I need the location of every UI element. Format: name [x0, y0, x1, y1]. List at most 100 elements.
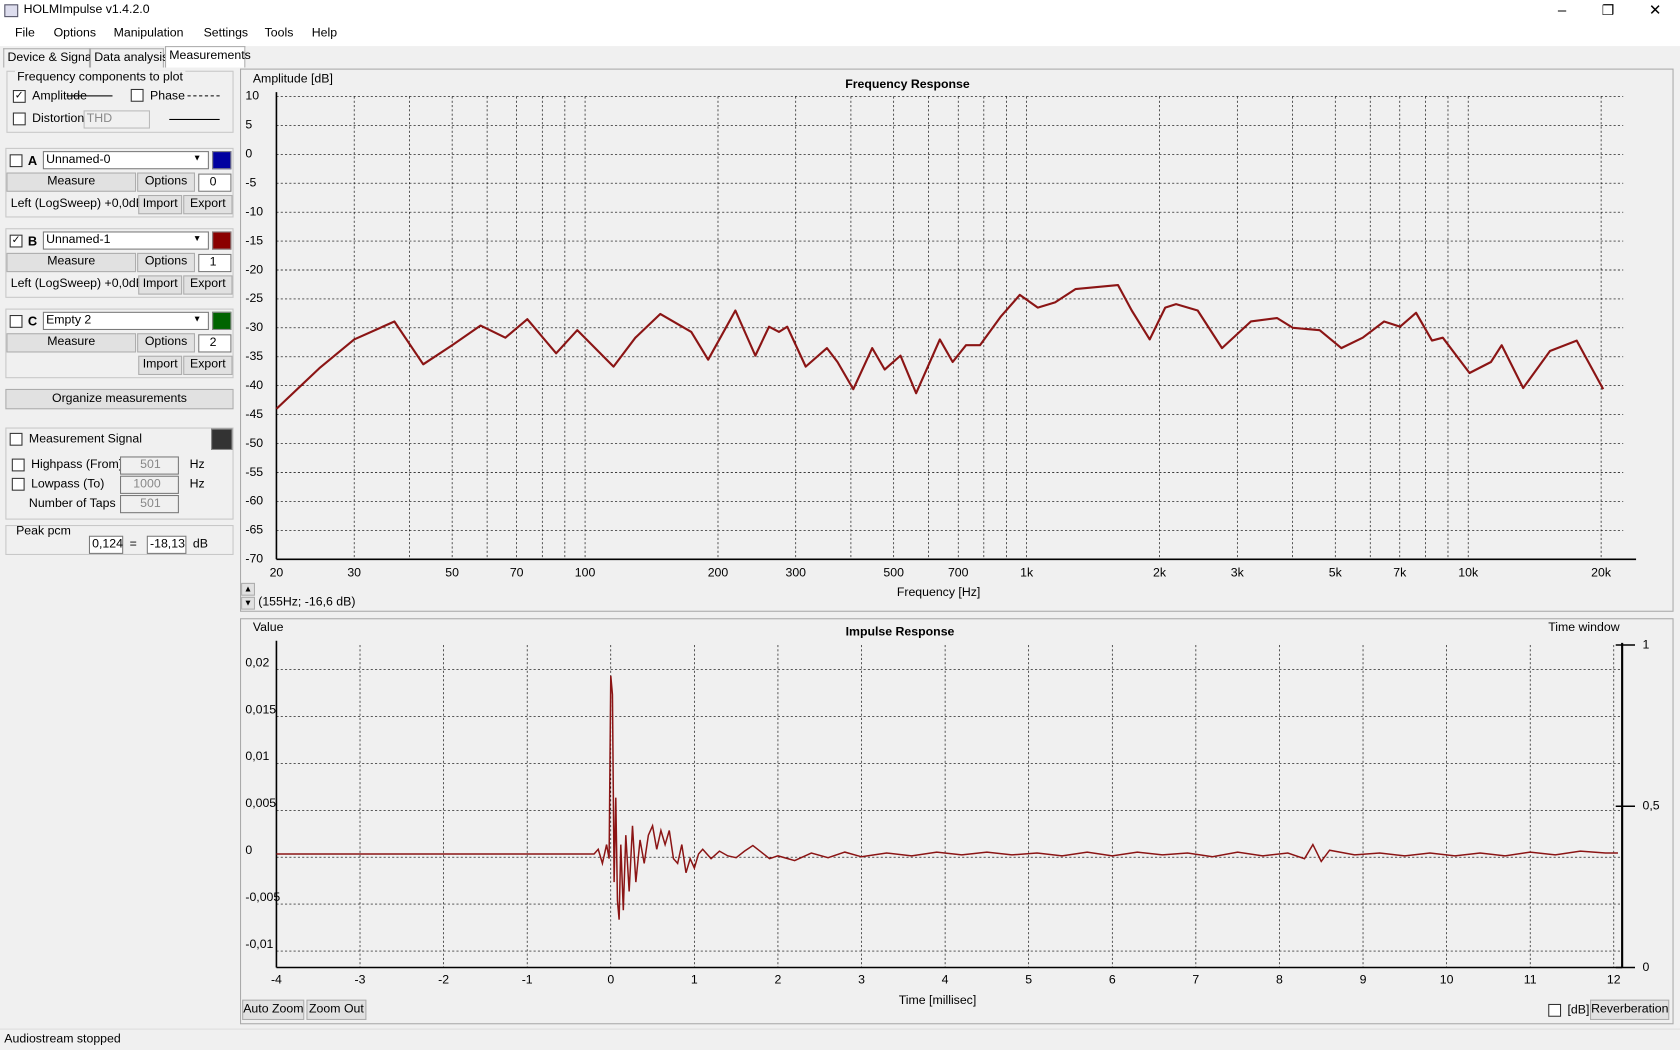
x-tick-label: 3k: [1231, 565, 1245, 579]
measurement-checkbox[interactable]: [9, 154, 23, 168]
unit-label: Hz: [189, 477, 205, 491]
measurement-name[interactable]: Unnamed-0: [42, 151, 209, 170]
y-tick-label: -30: [245, 320, 263, 334]
zoom-out-button[interactable]: Zoom Out: [306, 999, 367, 1021]
y-tick-label: -5: [245, 175, 256, 189]
restore-button[interactable]: ❐: [1601, 2, 1615, 19]
equals: =: [129, 537, 137, 551]
distortion-select[interactable]: THD: [83, 110, 151, 129]
x-tick-label: 700: [948, 565, 969, 579]
y-tick-label: -50: [245, 436, 263, 450]
scroll-up[interactable]: ▲: [241, 582, 256, 596]
y-tick-label: 0,02: [245, 655, 269, 669]
index-spinner[interactable]: 0: [198, 173, 232, 192]
measurement-color[interactable]: [212, 231, 232, 250]
options-button[interactable]: Options: [137, 333, 196, 353]
x-tick-label: 300: [785, 565, 806, 579]
import-button[interactable]: Import: [138, 275, 183, 295]
y-tick-label: -20: [245, 262, 263, 276]
export-button[interactable]: Export: [183, 195, 233, 215]
tab[interactable]: Measurements: [165, 46, 251, 68]
distortion-checkbox[interactable]: [12, 112, 26, 126]
taps-input[interactable]: 501: [120, 495, 179, 514]
measurement-box: [5, 228, 234, 298]
lowpass-input[interactable]: 1000: [120, 475, 179, 494]
y-tick-label: -40: [245, 378, 263, 392]
x-tick-label: 3: [858, 973, 865, 987]
reverberation-button[interactable]: Reverberation: [1590, 999, 1670, 1021]
scroll-down[interactable]: ▼: [241, 596, 256, 610]
measurement-checkbox[interactable]: [9, 315, 23, 328]
measurement-info: Left (LogSweep) +0,0dB: [10, 197, 144, 211]
highpass-checkbox[interactable]: [11, 458, 25, 472]
import-button[interactable]: Import: [138, 355, 183, 376]
menu-item[interactable]: File: [15, 26, 35, 40]
x-tick-label: 50: [445, 565, 459, 579]
minimize-button[interactable]: –: [1557, 1, 1567, 19]
peak-label: Peak pcm: [16, 525, 71, 538]
export-button[interactable]: Export: [183, 355, 233, 376]
measurement-checkbox[interactable]: ✓: [9, 234, 23, 248]
measurement-name[interactable]: Empty 2: [42, 311, 209, 331]
y-tick-label: 0,01: [245, 749, 269, 763]
menu-item[interactable]: Help: [311, 26, 338, 40]
options-button[interactable]: Options: [137, 252, 196, 273]
db-label: [dB]: [1567, 1003, 1590, 1017]
x-axis-label: Frequency [Hz]: [897, 585, 980, 599]
amplitude-checkbox[interactable]: ✓: [12, 90, 26, 103]
highpass-input[interactable]: 501: [120, 456, 179, 475]
phase-checkbox[interactable]: [130, 88, 144, 102]
dropdown-arrow: ▼: [192, 153, 202, 163]
dropdown-arrow: ▼: [192, 233, 202, 244]
menu-item[interactable]: Options: [53, 26, 97, 40]
export-button[interactable]: Export: [183, 275, 233, 295]
x-tick-label: -4: [271, 973, 282, 987]
db-checkbox[interactable]: [1548, 1003, 1562, 1017]
measurement-color[interactable]: [212, 151, 232, 170]
impulse-panel: [240, 618, 1674, 1025]
measure-button[interactable]: Measure: [6, 252, 137, 273]
y-axis-label: Value: [253, 620, 284, 634]
dashed-line-sample: [187, 95, 220, 97]
close-button[interactable]: ✕: [1648, 1, 1662, 19]
measure-button[interactable]: Measure: [6, 333, 137, 353]
measure-button[interactable]: Measure: [6, 172, 137, 192]
measurement-name[interactable]: Unnamed-1: [42, 231, 209, 250]
x-tick-label: 8: [1276, 973, 1283, 987]
options-button[interactable]: Options: [137, 172, 196, 192]
y-tick-label: 0,005: [245, 796, 276, 810]
menu-item[interactable]: Settings: [203, 26, 249, 40]
menu-item[interactable]: Manipulation: [113, 26, 184, 40]
peak-db: -18,13: [146, 535, 187, 554]
window-title: HOLMImpulse v1.4.2.0: [23, 3, 150, 17]
y-tick-label: -0,005: [245, 890, 280, 904]
x-tick-label: 30: [347, 565, 361, 579]
y-tick-label: 5: [245, 118, 252, 132]
dropdown-arrow: ▼: [192, 313, 202, 324]
y-tick-label: -45: [245, 407, 263, 421]
index-spinner[interactable]: 2: [198, 334, 232, 353]
tab[interactable]: Device & Signal: [3, 48, 94, 68]
x-tick-label: 11: [1524, 973, 1537, 987]
taps-label: Number of Taps: [28, 497, 116, 511]
import-button[interactable]: Import: [138, 195, 183, 215]
auto-zoom-button[interactable]: Auto Zoom: [242, 999, 305, 1021]
signal-group: [5, 427, 234, 520]
chart-title: Impulse Response: [846, 624, 955, 638]
signal-color[interactable]: [211, 428, 233, 451]
index-spinner[interactable]: 1: [198, 253, 232, 273]
solid-line-sample: [66, 95, 113, 97]
measurement-color[interactable]: [212, 311, 232, 331]
signal-checkbox[interactable]: [9, 432, 23, 446]
x-tick-label: 0: [607, 973, 614, 987]
y2-tick-label: 1: [1643, 637, 1650, 651]
lowpass-checkbox[interactable]: [11, 477, 25, 491]
x-tick-label: 20: [270, 565, 284, 579]
y-tick-label: 0: [245, 147, 252, 161]
x-tick-label: 70: [510, 565, 524, 579]
impulse-line: [276, 675, 1618, 920]
menu-item[interactable]: Tools: [264, 26, 294, 40]
organize-button[interactable]: Organize measurements: [5, 388, 234, 410]
tab[interactable]: Data analysis: [90, 48, 168, 68]
